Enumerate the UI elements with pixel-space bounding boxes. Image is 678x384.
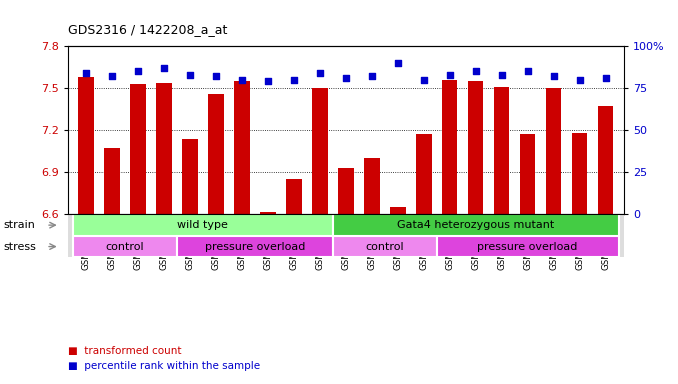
Text: pressure overload: pressure overload	[205, 242, 305, 252]
Text: wild type: wild type	[178, 220, 228, 230]
Bar	[73, 236, 177, 257]
Bar	[286, 179, 302, 214]
Text: stress: stress	[3, 242, 36, 252]
Bar	[416, 134, 431, 214]
Point	[574, 77, 585, 83]
Bar	[572, 133, 587, 214]
Text: control: control	[106, 242, 144, 252]
Bar	[520, 134, 536, 214]
Bar	[437, 236, 618, 257]
Text: ■  percentile rank within the sample: ■ percentile rank within the sample	[68, 361, 260, 371]
Bar	[494, 87, 509, 214]
Bar	[546, 88, 561, 214]
Point	[262, 78, 273, 84]
Bar	[177, 236, 333, 257]
Bar	[208, 94, 224, 214]
Bar	[73, 214, 333, 236]
Text: strain: strain	[3, 220, 35, 230]
Point	[106, 73, 117, 79]
Bar	[338, 168, 353, 214]
Point	[600, 75, 611, 81]
Point	[366, 73, 377, 79]
Bar	[333, 214, 618, 236]
Point	[81, 70, 92, 76]
Text: pressure overload: pressure overload	[477, 242, 578, 252]
Point	[159, 65, 170, 71]
Point	[522, 68, 533, 74]
Text: Gata4 heterozygous mutant: Gata4 heterozygous mutant	[397, 220, 555, 230]
Bar	[468, 81, 483, 214]
Bar	[182, 139, 198, 214]
Point	[496, 72, 507, 78]
Bar	[104, 149, 120, 214]
Text: GDS2316 / 1422208_a_at: GDS2316 / 1422208_a_at	[68, 23, 227, 36]
Point	[471, 68, 481, 74]
Bar	[234, 81, 250, 214]
Point	[393, 60, 403, 66]
Bar	[312, 88, 327, 214]
Bar	[598, 106, 614, 214]
Text: ■  transformed count: ■ transformed count	[68, 346, 181, 356]
Bar	[260, 212, 276, 214]
Point	[315, 70, 325, 76]
Bar	[442, 80, 458, 214]
Point	[444, 72, 455, 78]
Point	[418, 77, 429, 83]
Bar	[78, 77, 94, 214]
Point	[549, 73, 559, 79]
Point	[237, 77, 247, 83]
Bar	[364, 158, 380, 214]
Bar	[333, 236, 437, 257]
Point	[288, 77, 299, 83]
Bar	[156, 83, 172, 214]
Point	[132, 68, 143, 74]
Point	[210, 73, 221, 79]
Text: control: control	[365, 242, 404, 252]
Bar	[390, 207, 405, 214]
Point	[184, 72, 195, 78]
Bar	[130, 84, 146, 214]
Point	[340, 75, 351, 81]
